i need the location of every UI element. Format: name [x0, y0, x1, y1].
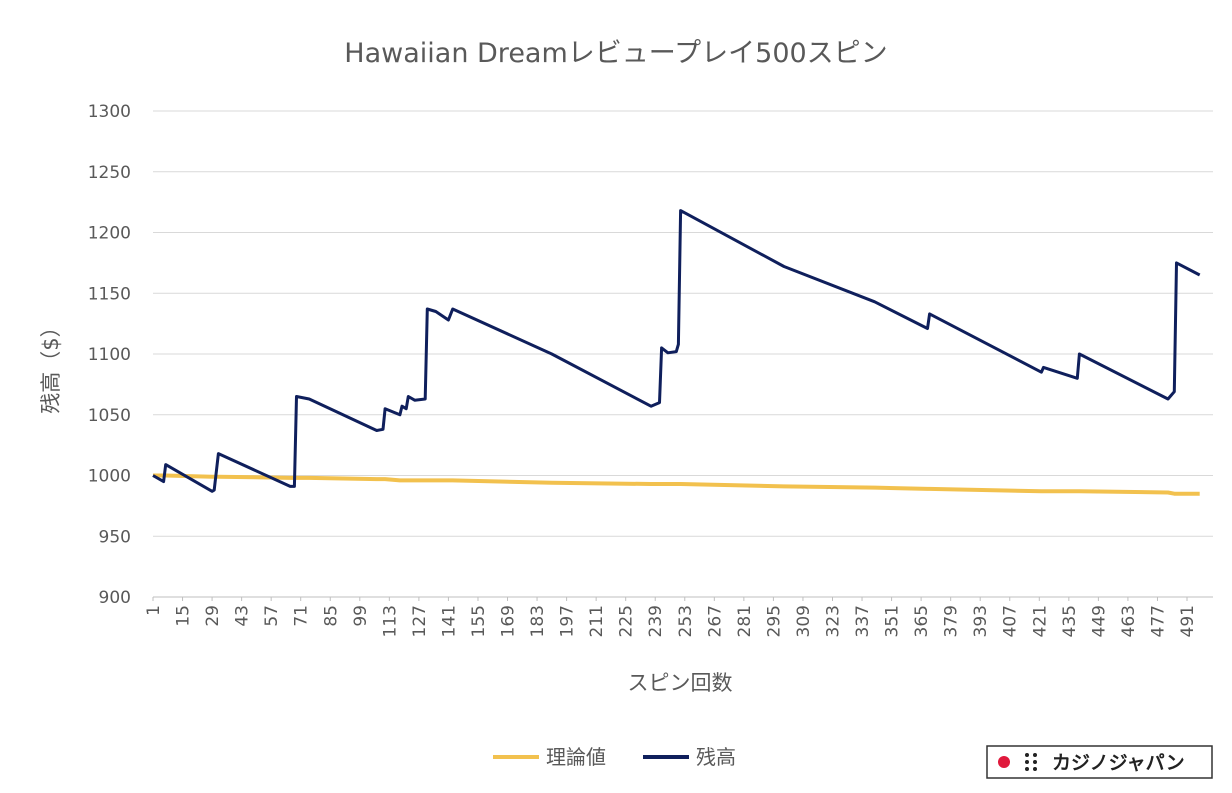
x-tick-label: 225	[617, 605, 637, 637]
x-tick-label: 71	[292, 605, 312, 627]
x-tick-label: 253	[676, 605, 696, 637]
watermark-box	[986, 745, 1213, 779]
x-tick-label: 309	[794, 605, 814, 637]
x-tick-label: 379	[942, 605, 962, 637]
y-tick-label: 1300	[88, 102, 131, 122]
x-tick-label: 29	[203, 605, 223, 627]
x-tick-label: 211	[587, 605, 607, 637]
y-tick-label: 900	[99, 588, 131, 608]
y-tick-label: 1150	[88, 284, 131, 304]
y-tick-label: 1000	[88, 467, 131, 487]
x-tick-label: 295	[764, 605, 784, 637]
x-tick-label: 113	[380, 605, 400, 637]
x-tick-label: 15	[174, 605, 194, 627]
y-tick-label: 1050	[88, 406, 131, 426]
watermark-dot	[998, 756, 1010, 768]
y-tick-label: 950	[99, 527, 131, 547]
x-tick-label: 183	[528, 605, 548, 637]
y-tick-label: 1200	[88, 224, 131, 244]
x-tick-label: 337	[853, 605, 873, 637]
x-tick-label: 421	[1030, 605, 1050, 637]
x-axis-label: スピン回数	[628, 671, 733, 695]
x-tick-label: 43	[233, 605, 253, 627]
y-tick-label: 1100	[88, 345, 131, 365]
legend-label: 理論値	[546, 745, 606, 769]
x-tick-label: 449	[1089, 605, 1109, 637]
x-tick-label: 85	[321, 605, 341, 627]
x-tick-label: 477	[1148, 605, 1168, 637]
x-tick-label: 435	[1060, 605, 1080, 637]
x-tick-label: 491	[1178, 605, 1198, 637]
x-tick-label: 239	[646, 605, 666, 637]
x-tick-label: 323	[823, 605, 843, 637]
y-axis-label: 残高（$）	[39, 316, 63, 413]
x-tick-label: 57	[262, 605, 282, 627]
x-tick-label: 155	[469, 605, 489, 637]
x-tick-label: 127	[410, 605, 430, 637]
x-tick-label: 141	[439, 605, 459, 637]
x-tick-label: 1	[144, 605, 164, 616]
x-tick-label: 393	[971, 605, 991, 637]
watermark-text: カジノジャパン	[1052, 752, 1185, 774]
y-tick-label: 1250	[88, 163, 131, 183]
x-tick-label: 281	[735, 605, 755, 637]
legend-item: 理論値	[493, 745, 606, 769]
x-tick-label: 197	[558, 605, 578, 637]
x-tick-label: 463	[1119, 605, 1139, 637]
watermark: カジノジャパン	[986, 745, 1213, 779]
chart-title: Hawaiian Dreamレビュープレイ500スピン	[344, 38, 887, 69]
x-tick-label: 267	[705, 605, 725, 637]
x-tick-label: 365	[912, 605, 932, 637]
legend-item: 残高	[643, 745, 736, 769]
x-tick-label: 407	[1001, 605, 1021, 637]
watermark-icon	[1025, 753, 1037, 771]
legend-label: 残高	[696, 745, 736, 769]
x-tick-label: 169	[499, 605, 519, 637]
x-tick-label: 351	[883, 605, 903, 637]
x-tick-label: 99	[351, 605, 371, 627]
series-line	[152, 209, 1201, 493]
